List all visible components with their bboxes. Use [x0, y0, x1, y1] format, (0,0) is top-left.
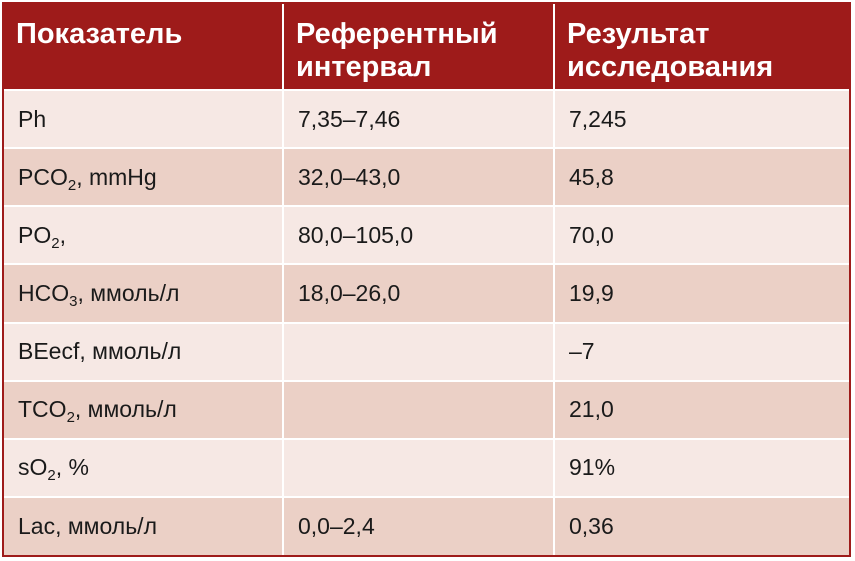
table-header-row: Показатель Референтный интервал Результа…	[4, 4, 849, 90]
table-row: HCO3, ммоль/л 18,0–26,0 19,9	[4, 263, 849, 323]
reference-cell: 18,0–26,0	[282, 263, 554, 323]
header-indicator: Показатель	[4, 4, 283, 90]
result-cell: 91%	[553, 437, 849, 497]
blood-gas-table: Показатель Референтный интервал Результа…	[4, 4, 849, 555]
indicator-cell: sO2, %	[4, 437, 283, 497]
table-row: TCO2, ммоль/л 21,0	[4, 379, 849, 439]
table-row: sO2, % 91%	[4, 437, 849, 497]
reference-cell	[282, 437, 554, 497]
table-row: PCO2, mmHg 32,0–43,0 45,8	[4, 147, 849, 207]
reference-cell: 7,35–7,46	[282, 88, 554, 149]
indicator-cell: Ph	[4, 88, 283, 149]
indicator-cell: PO2,	[4, 205, 283, 265]
reference-cell: 0,0–2,4	[282, 495, 554, 555]
reference-cell: 32,0–43,0	[282, 147, 554, 207]
indicator-cell: BEecf, ммоль/л	[4, 321, 283, 381]
header-reference-interval: Референтный интервал	[282, 4, 554, 90]
indicator-cell: HCO3, ммоль/л	[4, 263, 283, 323]
indicator-cell: TCO2, ммоль/л	[4, 379, 283, 439]
table-row: Lac, ммоль/л 0,0–2,4 0,36	[4, 495, 849, 555]
result-cell: 45,8	[553, 147, 849, 207]
result-cell: 21,0	[553, 379, 849, 439]
table-row: PO2, 80,0–105,0 70,0	[4, 205, 849, 265]
result-cell: 19,9	[553, 263, 849, 323]
reference-cell	[282, 321, 554, 381]
header-result: Результат исследования	[553, 4, 849, 90]
indicator-cell: Lac, ммоль/л	[4, 495, 283, 555]
reference-cell	[282, 379, 554, 439]
table-row: Ph 7,35–7,46 7,245	[4, 88, 849, 149]
result-cell: 7,245	[553, 88, 849, 149]
result-cell: –7	[553, 321, 849, 381]
indicator-cell: PCO2, mmHg	[4, 147, 283, 207]
result-cell: 0,36	[553, 495, 849, 555]
result-cell: 70,0	[553, 205, 849, 265]
table-row: BEecf, ммоль/л –7	[4, 321, 849, 381]
reference-cell: 80,0–105,0	[282, 205, 554, 265]
